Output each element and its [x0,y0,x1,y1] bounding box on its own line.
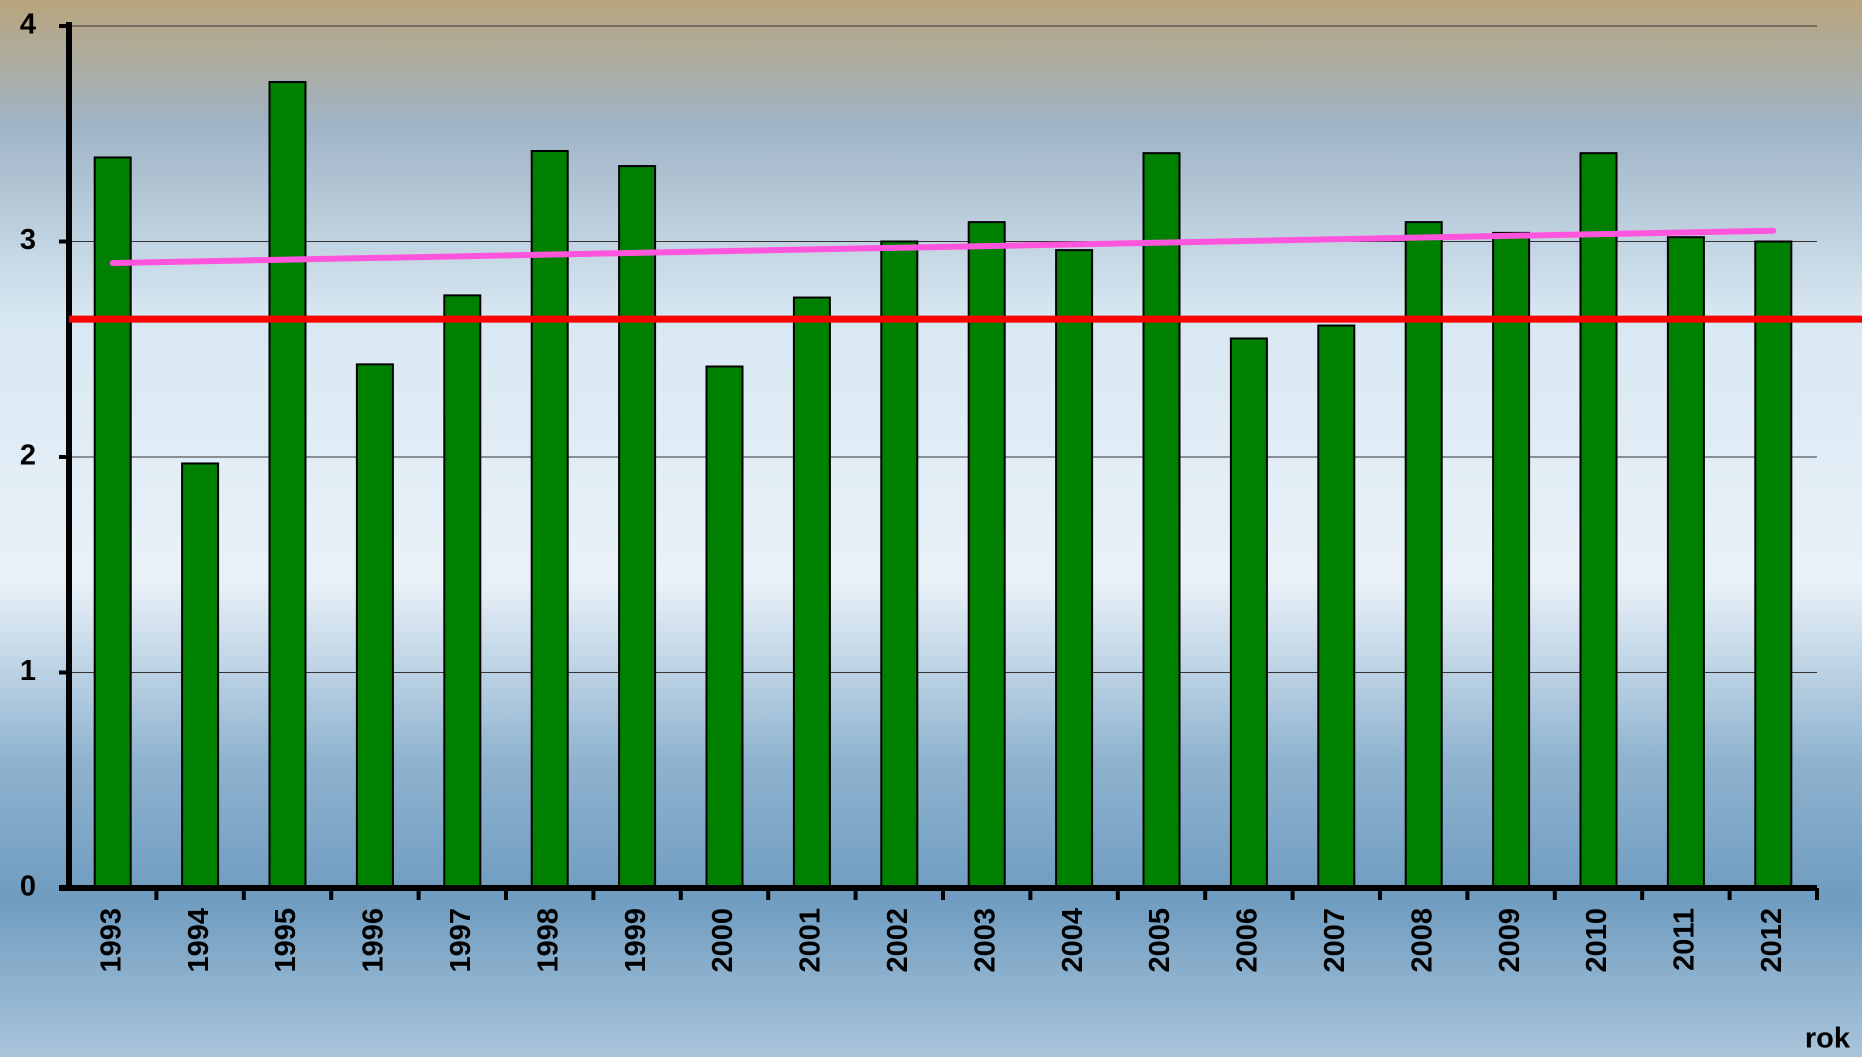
bar [1579,152,1618,889]
bar [705,365,744,889]
bar [967,221,1006,890]
y-tick-label: 0 [20,871,36,903]
trend-line [109,227,1777,267]
x-tick-label: 2003 [969,908,1001,973]
x-tick-label: 2001 [795,908,827,973]
x-tick-label: 2012 [1756,908,1788,973]
x-tick-label: 1994 [183,908,215,973]
x-axis-label: rok [1805,1023,1851,1055]
x-tick-label: 1997 [445,908,477,973]
x-tick-label: 1996 [358,908,390,973]
x-tick-label: 2004 [1057,908,1089,973]
x-tick-label: 2007 [1319,908,1351,973]
y-tick-label: 2 [20,440,36,472]
x-tick-label: 1998 [532,908,564,973]
bar [268,81,307,889]
bar [355,363,394,889]
bar [1229,337,1268,890]
bar [1055,249,1094,889]
bar [1666,236,1705,889]
bar [880,240,919,889]
bar [1754,240,1793,889]
bar [93,156,132,889]
x-tick-label: 1993 [95,908,127,973]
bar [1142,152,1181,889]
x-tick-label: 2010 [1581,908,1613,973]
x-tick-label: 1995 [270,908,302,973]
x-tick-label: 2006 [1232,908,1264,973]
y-tick-label: 1 [20,655,36,687]
bar [1492,231,1531,889]
y-tick-label: 4 [20,9,36,41]
y-tick-label: 3 [20,224,36,256]
x-tick-label: 2002 [882,908,914,973]
x-tick-label: 2009 [1494,908,1526,973]
x-tick-label: 2000 [707,908,739,973]
bar [1317,324,1356,890]
bar [530,149,569,890]
x-tick-label: 2008 [1406,908,1438,973]
x-tick-label: 2011 [1669,908,1701,971]
bar [792,296,831,889]
x-tick-label: 1999 [620,908,652,973]
bar [181,462,220,889]
bar [443,294,482,889]
x-tick-label: 2005 [1144,908,1176,973]
bar [618,165,657,889]
